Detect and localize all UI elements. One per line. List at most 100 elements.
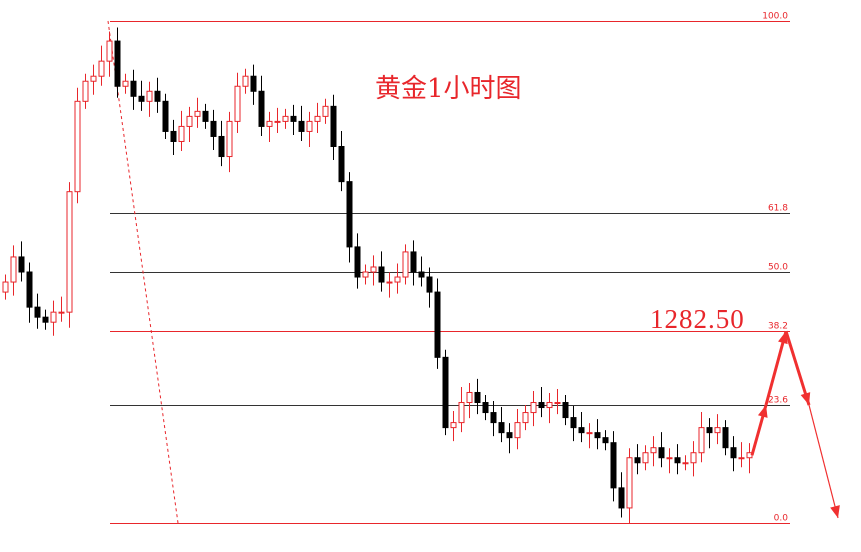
candle-bull (650, 447, 657, 454)
candle-bear (298, 120, 305, 132)
candle-bull (450, 422, 457, 429)
candle-bull (98, 60, 105, 77)
candle-bear (18, 256, 25, 273)
candle-bear (474, 391, 481, 404)
candle-bull (394, 276, 401, 283)
candle-bull (522, 412, 529, 424)
fib-trend-line (107, 20, 179, 524)
candle-bear (722, 427, 729, 449)
candle-bull (194, 110, 201, 117)
fib-label: 61.8 (768, 204, 788, 214)
candle-bull (234, 85, 241, 122)
candle-bull (402, 251, 409, 278)
candle-bear (418, 271, 425, 278)
candle-bear (250, 75, 257, 92)
candle-bear (618, 487, 625, 509)
projection-line (808, 404, 839, 519)
candle-bear (538, 402, 545, 409)
candle-bull (466, 391, 473, 404)
projection-line (764, 330, 788, 406)
candle-bull (282, 115, 289, 122)
candle-bull (690, 452, 697, 464)
candle-bull (586, 432, 593, 435)
fib-label: 0.0 (774, 514, 789, 524)
projection-line (784, 330, 811, 406)
candle-bull (714, 427, 721, 434)
candle-bull (10, 256, 17, 283)
candle-bear (506, 432, 513, 439)
candle-bear (354, 246, 361, 278)
candle-bull (530, 402, 537, 414)
arrowhead-icon (830, 505, 840, 518)
candle-bear (426, 276, 433, 293)
candle-bull (82, 80, 89, 102)
candle-bull (186, 115, 193, 127)
candle-bear (290, 115, 297, 122)
candle-bull (2, 281, 9, 293)
candle-bear (34, 306, 41, 318)
candle-bear (258, 90, 265, 127)
candle-bear (130, 80, 137, 97)
candle-bull (274, 120, 281, 123)
candle-bull (122, 80, 129, 87)
candle-bull (242, 75, 249, 87)
candle-bear (602, 437, 609, 444)
fib-label: 23.6 (768, 396, 788, 406)
candle-bull (370, 266, 377, 273)
candle-bull (666, 457, 673, 460)
candle-bear (490, 412, 497, 424)
candle-bear (442, 356, 449, 429)
fib-label: 38.2 (768, 322, 788, 332)
candle-bull (106, 40, 113, 62)
candle-bull (146, 90, 153, 102)
candle-bull (178, 125, 185, 142)
candle-bear (634, 457, 641, 464)
candle-bear (578, 427, 585, 434)
candle-bull (386, 281, 393, 284)
candle-bear (210, 120, 217, 137)
candle-bull (74, 100, 81, 193)
candle-bear (162, 100, 169, 132)
arrowhead-icon (800, 392, 811, 406)
candle-bear (346, 181, 353, 248)
candle-bear (338, 146, 345, 183)
candle-bull (266, 120, 273, 127)
arrowhead-icon (778, 331, 788, 345)
fib-label: 100.0 (762, 12, 788, 22)
candle-bull (682, 462, 689, 465)
candle-bull (554, 402, 561, 405)
candle-bear (138, 95, 145, 102)
candle-bull (626, 457, 633, 509)
candle-bear (410, 251, 417, 273)
candle-bear (730, 447, 737, 459)
candle-bear (482, 402, 489, 414)
candle-bear (434, 291, 441, 358)
candle-bear (706, 427, 713, 434)
candle-bear (498, 422, 505, 434)
candle-bear (114, 40, 121, 87)
candle-bull (642, 452, 649, 464)
candle-bear (26, 271, 33, 308)
candle-bull (90, 75, 97, 82)
candle-bear (170, 130, 177, 142)
candle-bull (738, 457, 745, 460)
candle-bull (226, 120, 233, 158)
fib-label: 50.0 (768, 263, 788, 273)
arrowhead-icon (757, 405, 768, 418)
candle-bear (674, 457, 681, 464)
candle-bear (610, 442, 617, 489)
candle-bear (202, 110, 209, 122)
candle-bull (546, 402, 553, 409)
candle-bear (378, 266, 385, 283)
candle-bull (58, 311, 65, 314)
candle-bear (330, 105, 337, 147)
candle-bull (66, 191, 73, 313)
candle-bear (154, 90, 161, 102)
candle-bull (314, 115, 321, 122)
candle-bull (514, 422, 521, 439)
candle-bear (562, 402, 569, 419)
candle-bull (698, 427, 705, 454)
candle-bull (322, 105, 329, 117)
candle-bull (50, 311, 57, 323)
chart-title: 黄金1小时图 (375, 74, 522, 104)
